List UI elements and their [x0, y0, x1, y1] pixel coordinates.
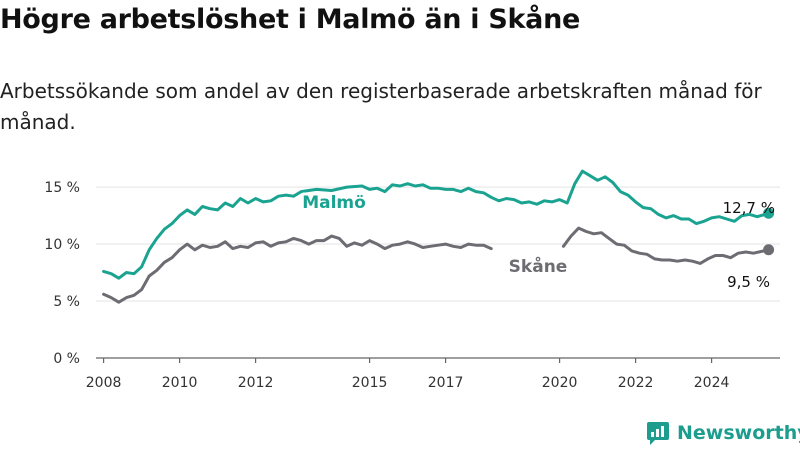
series-label-skane-halo: Skåne: [509, 255, 568, 277]
chart-title: Högre arbetslöshet i Malmö än i Skåne: [0, 4, 581, 35]
y-tick-label: 10 %: [44, 237, 80, 253]
series-end-point-malmo: [763, 207, 775, 219]
series-label-malmo-halo: Malmö: [302, 193, 366, 213]
x-tick-label: 2012: [238, 375, 274, 391]
series-end-point-skane: [763, 244, 775, 256]
x-tick-label: 2020: [542, 375, 578, 391]
y-tick-label: 5 %: [53, 294, 80, 310]
end-value-label-skane: 9,5 %: [727, 273, 770, 291]
brand-logo: Newsworthy: [645, 419, 800, 447]
series-line-skane: [561, 226, 771, 265]
newsworthy-logo-icon: [647, 422, 669, 445]
brand-name: Newsworthy: [677, 422, 800, 444]
x-tick-label: 2010: [162, 375, 198, 391]
y-tick-label: 15 %: [44, 180, 80, 196]
x-tick-label: 2008: [86, 375, 122, 391]
end-value-label-malmo: 12,7 %: [723, 199, 775, 217]
series-line-skane: [102, 234, 493, 304]
series-line-malmo: [102, 169, 771, 280]
x-tick-label: 2015: [352, 375, 388, 391]
series-label-malmo: Malmö: [302, 193, 366, 213]
x-tick-label: 2024: [694, 375, 730, 391]
series-label-skane: Skåne: [509, 255, 568, 277]
x-tick-label: 2017: [428, 375, 464, 391]
x-tick-label: 2022: [618, 375, 654, 391]
y-tick-label: 0 %: [53, 351, 80, 367]
chart-subtitle: Arbetssökande som andel av den registerb…: [0, 79, 762, 134]
